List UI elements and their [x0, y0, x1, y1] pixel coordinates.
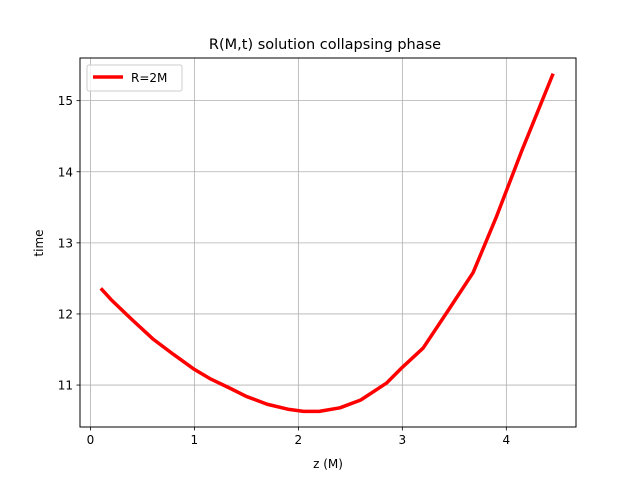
x-tick-label: 4: [503, 433, 511, 447]
y-tick-label: 15: [58, 94, 73, 108]
y-tick-label: 11: [58, 379, 73, 393]
x-tick-label: 3: [399, 433, 407, 447]
legend-box: [86, 64, 183, 92]
x-tick-label: 0: [87, 433, 95, 447]
x-tick-label: 2: [295, 433, 303, 447]
y-tick-label: 14: [58, 165, 73, 179]
y-axis-label: time: [32, 229, 46, 256]
chart-title: R(M,t) solution collapsing phase: [209, 37, 441, 53]
y-tick-label: 13: [58, 236, 73, 250]
legend: R=2M: [86, 64, 183, 92]
x-tick-label: 1: [191, 433, 199, 447]
series-line: [99, 72, 555, 414]
x-axis-label: z (M): [313, 457, 343, 471]
series-layer: [99, 72, 555, 414]
legend-label: R=2M: [131, 71, 167, 85]
y-tick-label: 12: [58, 307, 73, 321]
